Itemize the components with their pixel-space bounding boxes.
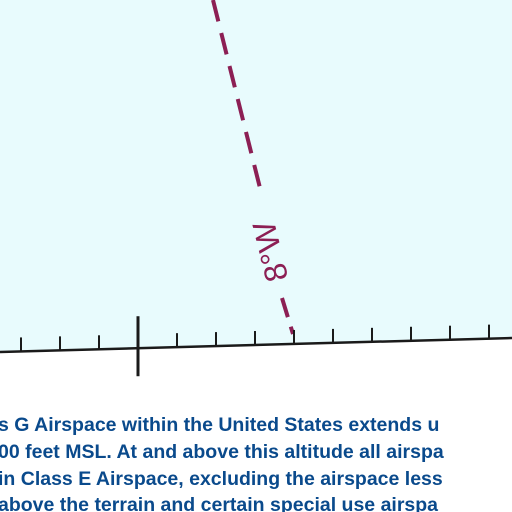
note-line-3: in Class E Airspace, excluding the airsp… — [0, 468, 443, 490]
note-line-2: 00 feet MSL. At and above this altitude … — [0, 441, 444, 463]
note-line-4: above the terrain and certain special us… — [0, 494, 438, 512]
isogonic-line-lower — [280, 297, 295, 335]
boundary-ticks — [20, 316, 490, 377]
note-line-1: s G Airspace within the United States ex… — [0, 414, 439, 436]
airspace-note: s G Airspace within the United States ex… — [0, 414, 444, 512]
